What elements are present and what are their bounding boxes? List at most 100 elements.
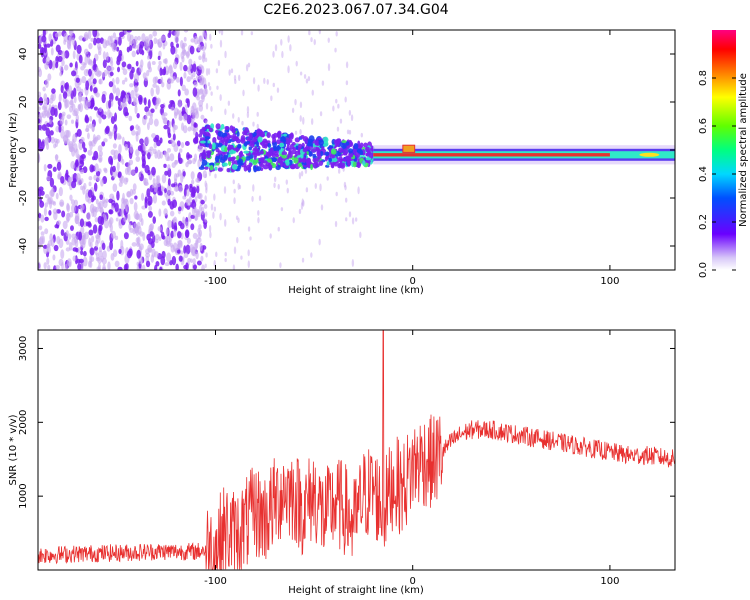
heatmap-cell <box>365 146 370 151</box>
heatmap-cell <box>250 31 254 36</box>
heatmap-cell <box>59 71 63 77</box>
heatmap-cell <box>288 133 294 140</box>
heatmap-cell <box>198 88 204 95</box>
heatmap-cell <box>57 55 63 63</box>
heatmap-cell <box>186 114 192 125</box>
heatmap-cell <box>49 177 55 188</box>
heatmap-cell <box>44 202 48 208</box>
heatmap-cell <box>40 214 45 223</box>
heatmap-cell <box>266 79 269 85</box>
heatmap-cell <box>193 122 198 128</box>
heatmap-cell <box>110 40 115 49</box>
heatmap-cell <box>366 150 371 156</box>
heatmap-cell <box>99 106 103 113</box>
heatmap-cell <box>292 217 295 224</box>
heatmap-cell <box>70 98 74 108</box>
heatmap-cell <box>145 260 151 268</box>
heatmap-cell <box>110 116 115 125</box>
heatmap-cell <box>144 106 149 113</box>
heatmap-cell <box>178 220 183 227</box>
heatmap-cell <box>224 146 228 153</box>
heatmap-cell <box>274 44 278 52</box>
heatmap-cell <box>249 236 252 241</box>
heatmap-cell <box>256 166 262 172</box>
heatmap-cell <box>297 143 303 149</box>
heatmap-cell <box>223 154 228 161</box>
heatmap-cell <box>38 43 42 49</box>
heatmap-cell <box>244 156 251 161</box>
heatmap-cell <box>171 199 178 208</box>
heatmap-cell <box>90 235 95 243</box>
heatmap-cell <box>184 140 190 146</box>
heatmap-cell <box>89 85 93 92</box>
heatmap-cell <box>119 175 125 184</box>
heatmap-cell <box>161 231 165 240</box>
heatmap-cell <box>294 137 300 143</box>
heatmap-cell <box>310 252 313 258</box>
heatmap-cell <box>183 64 188 72</box>
heatmap-cell <box>88 123 93 129</box>
heatmap-cell <box>286 187 289 194</box>
heatmap-cell <box>343 144 347 149</box>
heatmap-cell <box>195 240 199 249</box>
heatmap-cell <box>72 50 76 60</box>
heatmap-cell <box>50 238 55 247</box>
heatmap-cell <box>178 116 183 121</box>
heatmap-cell <box>87 149 93 156</box>
heatmap-cell <box>345 197 348 203</box>
heatmap-cell <box>288 159 293 167</box>
heatmap-cell <box>139 243 144 251</box>
heatmap-cell <box>151 133 157 139</box>
heatmap-cell <box>174 159 179 165</box>
heatmap-cell <box>183 72 187 79</box>
heatmap-cell <box>84 55 88 66</box>
heatmap-cell <box>92 78 97 85</box>
heatmap-cell <box>154 264 158 270</box>
heatmap-cell <box>70 160 76 170</box>
colorbar-tick-label: 0.0 <box>698 262 709 278</box>
heatmap-cell <box>101 114 107 120</box>
heatmap-cell <box>173 229 177 237</box>
heatmap-cell <box>64 82 68 90</box>
heatmap-cell <box>130 125 135 131</box>
heatmap-cell <box>190 38 196 43</box>
heatmap-cell <box>176 140 181 147</box>
snr-x-label: Height of straight line (km) <box>288 585 424 596</box>
heatmap-cell <box>359 231 362 239</box>
heatmap-cell <box>200 199 205 205</box>
heatmap-cell <box>310 37 313 43</box>
heatmap-cell <box>57 31 62 37</box>
heatmap-cell <box>168 30 172 36</box>
heatmap-cell <box>310 148 317 153</box>
heatmap-cell <box>116 66 121 73</box>
spectrogram-ticks: -100 0 100 -40 -20 0 20 40 <box>18 30 675 287</box>
heatmap-cell <box>94 163 99 173</box>
heatmap-cell <box>183 36 187 42</box>
heatmap-cell <box>231 136 238 142</box>
heatmap-cell <box>141 192 145 201</box>
heatmap-cell <box>204 84 207 91</box>
heatmap-cell <box>210 43 213 49</box>
heatmap-cell <box>182 219 186 224</box>
heatmap-cell <box>184 88 189 96</box>
heatmap-cell <box>142 143 147 152</box>
heatmap-cell <box>329 145 334 149</box>
heatmap-cell <box>152 96 157 104</box>
heatmap-cell <box>87 189 93 198</box>
heatmap-cell <box>90 197 95 203</box>
heatmap-cell <box>149 113 153 119</box>
heatmap-cell <box>42 244 48 249</box>
heatmap-cell <box>81 61 86 66</box>
heatmap-cell <box>347 160 351 167</box>
heatmap-cell <box>363 142 368 148</box>
heatmap-cell <box>92 30 98 38</box>
heatmap-cell <box>44 194 50 199</box>
heatmap-cell <box>111 205 115 210</box>
heatmap-cell <box>187 126 192 132</box>
heatmap-cell <box>192 258 196 265</box>
heatmap-cell <box>242 89 245 97</box>
heatmap-cell <box>93 37 97 46</box>
heatmap-cell <box>55 61 59 69</box>
heatmap-cell <box>278 149 282 155</box>
heatmap-cell <box>224 126 229 131</box>
